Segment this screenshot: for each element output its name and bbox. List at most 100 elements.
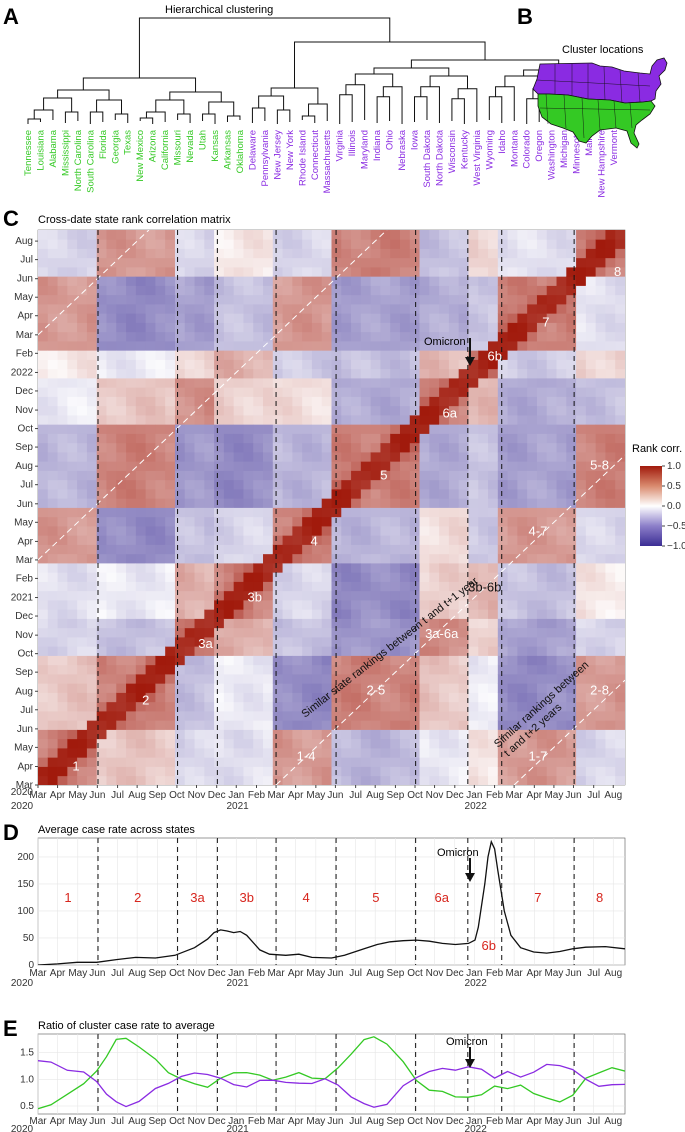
heatmap-cell bbox=[478, 701, 489, 712]
heatmap-cell bbox=[615, 396, 625, 407]
heatmap-cell bbox=[497, 757, 508, 767]
heatmap-cell bbox=[507, 368, 518, 379]
heatmap-cell bbox=[595, 405, 606, 416]
heatmap-cell bbox=[399, 331, 411, 342]
x-tick-label: Mar bbox=[267, 790, 285, 801]
heatmap-cell bbox=[488, 757, 499, 767]
heatmap-cell bbox=[517, 257, 528, 268]
heatmap-cell bbox=[448, 267, 460, 277]
heatmap-cell bbox=[38, 637, 49, 647]
heatmap-cell bbox=[390, 461, 401, 471]
heatmap-cell bbox=[576, 230, 587, 240]
heatmap-cell bbox=[566, 322, 577, 333]
heatmap-cell bbox=[263, 387, 274, 397]
heatmap-cell bbox=[390, 359, 401, 370]
x-tick-label: Aug bbox=[366, 790, 384, 801]
heatmap-cell bbox=[351, 470, 362, 481]
heatmap-cell bbox=[233, 738, 244, 749]
heatmap-cell bbox=[497, 692, 508, 703]
heatmap-cell bbox=[507, 572, 518, 582]
dendrogram-link bbox=[376, 96, 391, 123]
heatmap-cell bbox=[77, 387, 88, 397]
heatmap-cell bbox=[321, 692, 332, 703]
heatmap-cell bbox=[282, 405, 293, 416]
heatmap-cell bbox=[390, 257, 401, 268]
heatmap-cell bbox=[517, 415, 528, 425]
heatmap-cell bbox=[409, 683, 420, 693]
heatmap-cell bbox=[77, 322, 88, 333]
heatmap-cell bbox=[507, 498, 518, 508]
heatmap-cell bbox=[47, 627, 58, 638]
heatmap-cell bbox=[351, 387, 362, 397]
heatmap-cell bbox=[488, 618, 499, 629]
heatmap-cell bbox=[448, 738, 460, 749]
heatmap-cell bbox=[351, 415, 362, 425]
heatmap-cell bbox=[302, 489, 313, 499]
heatmap-cell bbox=[458, 313, 469, 323]
heatmap-cell bbox=[233, 701, 244, 712]
heatmap-cell bbox=[380, 285, 391, 296]
heatmap-cell bbox=[321, 424, 332, 434]
heatmap-cell bbox=[38, 757, 49, 767]
heatmap-cell bbox=[311, 359, 323, 370]
dendrogram-link bbox=[451, 98, 465, 124]
heatmap-cell bbox=[135, 479, 147, 490]
heatmap-cell bbox=[370, 711, 381, 721]
heatmap-cell bbox=[507, 748, 518, 758]
heatmap-cell bbox=[184, 581, 195, 592]
heatmap-cell bbox=[536, 572, 548, 582]
heatmap-cell bbox=[243, 424, 254, 434]
heatmap-cell bbox=[605, 701, 616, 712]
heatmap-cell bbox=[165, 294, 176, 305]
heatmap-cell bbox=[116, 248, 127, 259]
heatmap-cell bbox=[497, 442, 508, 453]
heatmap-cell bbox=[272, 748, 283, 758]
heatmap-cell bbox=[57, 738, 68, 749]
heatmap-cell bbox=[57, 627, 68, 638]
heatmap-cell bbox=[253, 322, 264, 333]
heatmap-cell bbox=[566, 368, 577, 379]
heatmap-cell bbox=[546, 489, 557, 499]
heatmap-cell bbox=[194, 627, 205, 638]
heatmap-cell bbox=[155, 720, 166, 730]
heatmap-cell bbox=[57, 775, 68, 785]
heatmap-cell bbox=[488, 609, 499, 619]
heatmap-cell bbox=[478, 729, 489, 740]
heatmap-cell bbox=[536, 600, 548, 610]
heatmap-cell bbox=[38, 442, 49, 453]
heatmap-cell bbox=[546, 683, 557, 693]
heatmap-cell bbox=[546, 581, 557, 592]
heatmap-cell bbox=[86, 701, 98, 712]
heatmap-cell bbox=[165, 590, 176, 601]
heatmap-cell bbox=[566, 461, 577, 471]
heatmap-cell bbox=[253, 396, 264, 407]
heatmap-cell bbox=[390, 590, 401, 601]
heatmap-cell bbox=[47, 544, 58, 555]
x-tick-label: Jun bbox=[327, 1116, 343, 1127]
heatmap-cell bbox=[96, 581, 107, 592]
heatmap-cell bbox=[321, 572, 332, 582]
heatmap-cell bbox=[458, 775, 469, 785]
dendrogram-link bbox=[373, 67, 450, 76]
heatmap-cell bbox=[292, 350, 303, 360]
heatmap-cell bbox=[38, 452, 49, 462]
heatmap-cell bbox=[566, 230, 577, 240]
leaf-label: Montana bbox=[509, 129, 520, 167]
heatmap-cell bbox=[478, 692, 489, 703]
heatmap-cell bbox=[233, 322, 244, 333]
heatmap-cell bbox=[263, 322, 274, 333]
heatmap-cell bbox=[556, 581, 567, 592]
heatmap-cell bbox=[517, 674, 528, 684]
heatmap-cell bbox=[233, 248, 244, 259]
heatmap-cell bbox=[302, 516, 313, 527]
y-tick-label: Mar bbox=[16, 330, 34, 341]
heatmap-cell bbox=[399, 516, 411, 527]
heatmap-cell bbox=[47, 257, 58, 268]
heatmap-cell bbox=[497, 683, 508, 693]
heatmap-cell bbox=[77, 646, 88, 656]
heatmap-cell bbox=[194, 655, 205, 666]
heatmap-cell bbox=[57, 396, 68, 407]
heatmap-cell bbox=[409, 239, 420, 249]
heatmap-cell bbox=[341, 479, 352, 490]
heatmap-cell bbox=[263, 276, 274, 286]
